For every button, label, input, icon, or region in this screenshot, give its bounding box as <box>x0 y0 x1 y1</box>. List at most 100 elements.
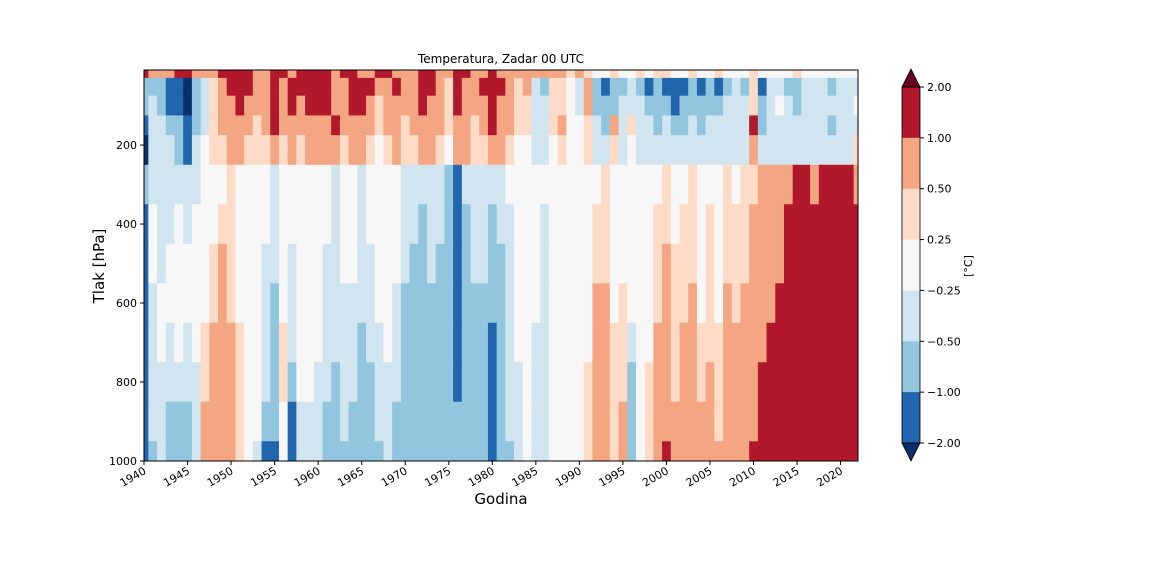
heatmap-cell <box>731 243 742 284</box>
heatmap-cell <box>731 135 742 166</box>
heatmap-cell <box>609 441 620 461</box>
heatmap-cell <box>714 115 724 136</box>
heatmap-cell <box>148 135 158 166</box>
heatmap-cell <box>348 70 358 79</box>
heatmap-cell <box>575 322 585 363</box>
heatmap-cell <box>557 70 567 79</box>
heatmap-cell <box>635 115 646 136</box>
heatmap-cell <box>853 95 858 117</box>
heatmap-cell <box>479 77 489 97</box>
heatmap-cell <box>627 441 637 461</box>
heatmap-cell <box>366 441 376 461</box>
heatmap-cell <box>174 164 184 205</box>
heatmap-cell <box>453 322 463 363</box>
heatmap-cell <box>287 243 297 284</box>
heatmap-cell <box>496 164 506 205</box>
heatmap-cell <box>618 243 628 284</box>
heatmap-cell <box>148 70 158 79</box>
heatmap-cell <box>583 243 594 284</box>
heatmap-cell <box>844 362 855 403</box>
heatmap-cell <box>853 283 858 324</box>
heatmap-cell <box>366 164 376 205</box>
heatmap-cell <box>810 204 820 245</box>
heatmap-cell <box>688 362 698 403</box>
heatmap-cell <box>514 115 524 136</box>
heatmap-cell <box>679 204 689 245</box>
heatmap-cell <box>400 243 411 284</box>
heatmap-cell <box>357 77 367 97</box>
heatmap-cell <box>731 283 742 324</box>
colorbar-tick-label: −2.00 <box>927 437 961 450</box>
heatmap-cell <box>383 401 393 442</box>
heatmap-cell <box>644 95 654 117</box>
heatmap-cell <box>618 164 628 205</box>
heatmap-cell <box>400 115 411 136</box>
heatmap-cell <box>705 243 715 284</box>
heatmap-cell <box>601 77 611 97</box>
heatmap-cell <box>583 95 594 117</box>
heatmap-cell <box>261 135 271 166</box>
heatmap-cell <box>757 243 768 284</box>
heatmap-cell <box>331 322 341 363</box>
x-tick-label: 1955 <box>248 464 279 489</box>
heatmap-cell <box>461 243 472 284</box>
heatmap-cell <box>575 115 585 136</box>
heatmap-cell <box>418 441 428 461</box>
heatmap-cell <box>435 77 446 97</box>
heatmap-cell <box>740 164 750 205</box>
heatmap-cell <box>583 164 594 205</box>
heatmap-cell <box>627 243 637 284</box>
heatmap-cell <box>183 164 193 205</box>
heatmap-cell <box>792 401 803 442</box>
heatmap-cell <box>601 243 611 284</box>
heatmap-cell <box>374 401 385 442</box>
heatmap-cell <box>679 135 689 166</box>
heatmap-cell <box>583 77 594 97</box>
heatmap-cell <box>714 243 724 284</box>
heatmap-cell <box>801 115 811 136</box>
heatmap-cell <box>400 401 411 442</box>
heatmap-cell <box>540 135 550 166</box>
heatmap-cell <box>766 401 776 442</box>
heatmap-cell <box>827 115 837 136</box>
heatmap-cell <box>557 283 567 324</box>
heatmap-cell <box>418 362 428 403</box>
heatmap-cell <box>740 322 750 363</box>
heatmap-cell <box>191 322 202 363</box>
heatmap-cell <box>305 135 315 166</box>
heatmap-cell <box>218 283 228 324</box>
heatmap-cell <box>357 243 367 284</box>
heatmap-cell <box>218 362 228 403</box>
heatmap-cell <box>366 204 376 245</box>
heatmap-cell <box>662 164 672 205</box>
heatmap-cell <box>200 441 210 461</box>
heatmap-cell <box>191 362 202 403</box>
heatmap-cell <box>679 401 689 442</box>
heatmap-cell <box>688 204 698 245</box>
heatmap-cell <box>766 115 776 136</box>
heatmap-cell <box>444 135 454 166</box>
heatmap-cell <box>749 441 759 461</box>
heatmap-cell <box>244 401 254 442</box>
heatmap-cell <box>540 95 550 117</box>
heatmap-cell <box>827 77 837 97</box>
heatmap-cell <box>505 135 515 166</box>
heatmap-cell <box>775 401 785 442</box>
heatmap-cell <box>174 401 184 442</box>
heatmap-cell <box>270 322 280 363</box>
heatmap-cell <box>470 362 480 403</box>
heatmap-cell <box>305 362 315 403</box>
heatmap-cell <box>461 164 472 205</box>
heatmap-cell <box>714 77 724 97</box>
heatmap-cell <box>200 77 210 97</box>
heatmap-cell <box>627 283 637 324</box>
heatmap-cell <box>792 243 803 284</box>
heatmap-cell <box>566 322 576 363</box>
heatmap-cell <box>731 164 742 205</box>
heatmap-cell <box>339 362 350 403</box>
heatmap-cell <box>757 77 768 97</box>
heatmap-cell <box>540 204 550 245</box>
heatmap-cell <box>209 283 219 324</box>
heatmap-cell <box>853 401 858 442</box>
heatmap-cell <box>226 441 237 461</box>
